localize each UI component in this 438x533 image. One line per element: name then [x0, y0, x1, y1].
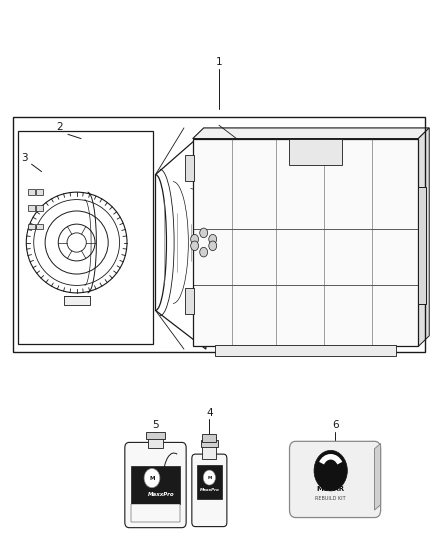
Polygon shape: [193, 128, 429, 139]
Text: 5: 5: [152, 420, 159, 430]
Bar: [202, 434, 216, 442]
FancyBboxPatch shape: [290, 441, 381, 518]
Circle shape: [209, 235, 217, 244]
Bar: [36, 205, 43, 211]
Bar: [201, 440, 218, 447]
Bar: [193, 139, 418, 346]
Bar: [202, 445, 216, 459]
Text: M: M: [149, 475, 155, 481]
Text: 4: 4: [206, 408, 213, 418]
Circle shape: [200, 247, 208, 257]
Bar: [64, 296, 90, 305]
Text: 3: 3: [21, 152, 28, 163]
Bar: [28, 205, 35, 211]
Bar: [148, 436, 163, 448]
Circle shape: [209, 241, 217, 251]
Bar: [215, 345, 396, 356]
Bar: [18, 131, 153, 344]
Polygon shape: [276, 216, 311, 274]
Circle shape: [191, 241, 198, 251]
Bar: [36, 189, 43, 195]
Circle shape: [144, 469, 160, 488]
Polygon shape: [286, 233, 301, 257]
Circle shape: [200, 228, 208, 238]
Bar: [289, 139, 342, 165]
Circle shape: [191, 235, 198, 244]
Bar: [13, 117, 425, 352]
Bar: [131, 504, 180, 522]
Bar: [28, 224, 35, 229]
Text: MaxxPro: MaxxPro: [148, 491, 174, 497]
Polygon shape: [418, 128, 429, 346]
Text: MaxxPro: MaxxPro: [199, 488, 219, 492]
Bar: [185, 155, 194, 181]
Bar: [36, 224, 43, 229]
Bar: [197, 465, 222, 499]
Text: MOPAR: MOPAR: [317, 486, 345, 492]
Text: 2: 2: [56, 122, 63, 132]
Bar: [28, 189, 35, 195]
Text: 1: 1: [215, 56, 223, 67]
FancyBboxPatch shape: [192, 454, 227, 527]
Bar: [131, 466, 180, 504]
Bar: [418, 187, 426, 304]
FancyBboxPatch shape: [125, 442, 186, 528]
Circle shape: [203, 470, 215, 485]
Text: REBUILD KIT: REBUILD KIT: [315, 496, 346, 501]
Text: M: M: [207, 475, 212, 480]
Circle shape: [314, 450, 347, 491]
Text: 6: 6: [332, 420, 339, 430]
Bar: [146, 432, 165, 439]
Polygon shape: [374, 443, 381, 510]
Bar: [185, 288, 194, 314]
